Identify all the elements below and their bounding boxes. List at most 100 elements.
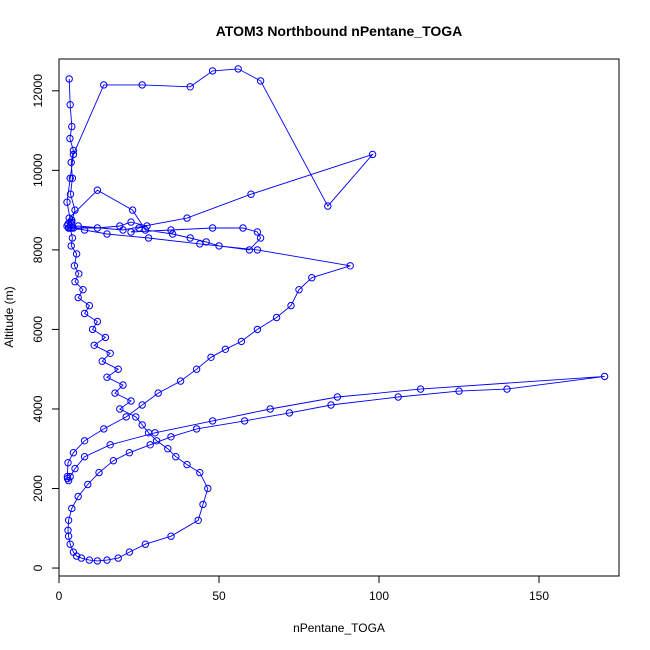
data-point — [207, 353, 215, 361]
data-point — [146, 441, 154, 449]
data-point — [80, 453, 89, 461]
data-point — [69, 146, 78, 155]
data-point — [196, 468, 204, 477]
data-point — [138, 421, 146, 429]
data-point — [106, 349, 114, 357]
data-point — [64, 516, 73, 524]
data-point — [199, 500, 207, 509]
data-point — [68, 122, 76, 131]
data-point — [122, 413, 130, 421]
data-point — [324, 202, 332, 210]
data-point — [93, 317, 102, 326]
data-point — [68, 504, 76, 513]
data-point — [88, 325, 97, 334]
data-point — [221, 345, 230, 353]
data-point — [80, 309, 89, 318]
data-point — [125, 548, 134, 556]
data-point — [127, 397, 135, 405]
data-point — [63, 198, 71, 206]
chart-title: ATOM3 Northbound nPentane_TOGA — [216, 23, 463, 39]
data-point — [143, 222, 151, 230]
data-point — [66, 101, 74, 109]
data-point — [204, 484, 212, 493]
data-point — [84, 480, 92, 489]
data-point — [253, 246, 262, 254]
data-point — [65, 75, 73, 83]
data-point — [80, 226, 89, 234]
data-point — [176, 377, 185, 385]
data-point — [77, 554, 86, 562]
data-point — [253, 228, 262, 236]
data-point — [101, 333, 110, 342]
data-point — [132, 413, 140, 421]
data-point — [64, 224, 73, 232]
data-point — [295, 286, 303, 294]
x-tick-label: 150 — [529, 589, 549, 603]
data-point — [69, 548, 78, 556]
data-point — [186, 83, 194, 91]
data-point — [79, 286, 87, 294]
data-point — [90, 341, 98, 349]
data-point — [192, 425, 201, 433]
data-point — [69, 150, 78, 159]
data-point — [116, 405, 124, 413]
data-point — [394, 393, 402, 401]
data-point — [66, 190, 75, 198]
data-point — [239, 224, 247, 232]
data-point — [74, 492, 82, 501]
data-point — [151, 429, 159, 437]
data-point — [208, 417, 217, 425]
data-point — [63, 472, 72, 481]
data-point — [64, 459, 72, 467]
data-point — [287, 301, 295, 310]
data-point — [66, 540, 74, 548]
y-tick-label: 8000 — [31, 236, 45, 263]
data-point — [71, 278, 79, 286]
data-point — [100, 425, 108, 433]
data-point — [114, 365, 122, 373]
data-point — [138, 401, 146, 409]
data-point — [93, 186, 102, 194]
data-point — [70, 262, 79, 270]
data-point — [183, 460, 191, 469]
data-point — [194, 516, 202, 524]
data-point — [196, 240, 204, 248]
data-point — [119, 381, 127, 389]
data-point — [234, 65, 242, 73]
data-point — [202, 238, 210, 246]
data-point — [503, 385, 511, 393]
data-point — [346, 262, 354, 270]
data-point — [109, 457, 118, 465]
data-point — [208, 224, 217, 232]
data-point — [455, 387, 463, 395]
y-tick-label: 12000 — [31, 74, 45, 108]
data-point — [183, 214, 191, 222]
data-point — [327, 401, 335, 409]
data-point — [285, 409, 294, 417]
x-tick-label: 100 — [369, 589, 389, 603]
data-point — [154, 389, 162, 397]
y-tick-label: 0 — [31, 564, 45, 571]
data-point — [247, 190, 255, 198]
series-npentane — [63, 65, 609, 565]
data-point — [167, 226, 175, 234]
x-tick-label: 50 — [212, 589, 226, 603]
data-point — [74, 222, 82, 230]
data-point — [237, 337, 246, 346]
series-line — [66, 68, 605, 562]
data-point — [103, 230, 111, 238]
data-point — [256, 234, 265, 242]
data-point — [164, 445, 172, 453]
data-point — [103, 373, 111, 381]
data-point — [111, 389, 119, 397]
y-axis: 0 2000 4000 6000 8000 10000 12000 — [31, 74, 59, 571]
data-point — [74, 293, 82, 302]
data-point — [100, 81, 108, 89]
x-axis: 0 50 100 150 — [56, 576, 549, 603]
data-point — [68, 234, 77, 242]
y-tick-label: 10000 — [31, 153, 45, 187]
data-point — [85, 301, 94, 310]
y-tick-label: 6000 — [31, 316, 45, 343]
y-tick-label: 4000 — [31, 395, 45, 422]
